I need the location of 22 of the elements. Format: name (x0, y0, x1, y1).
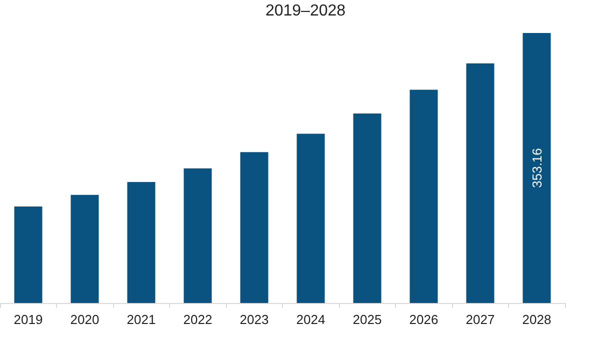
x-tick-label: 2022 (183, 312, 212, 327)
chart-title: 2019–2028 (265, 2, 346, 20)
bar (184, 168, 212, 303)
x-tick-label: 2026 (409, 312, 438, 327)
bar (296, 134, 325, 303)
bar (14, 206, 42, 303)
bar (353, 114, 382, 303)
x-tick-label: 2023 (240, 312, 269, 327)
x-tick-label: 2024 (296, 312, 326, 327)
bar (466, 63, 494, 303)
x-tick-label: 2025 (352, 312, 382, 327)
x-tick-label: 2027 (466, 312, 495, 327)
bar (70, 194, 99, 303)
x-tick-label: 2028 (522, 312, 552, 327)
bar (410, 90, 438, 303)
data-label: 353.16 (529, 148, 544, 188)
x-tick-label: 2019 (14, 312, 43, 327)
bar (240, 152, 268, 303)
bar (522, 33, 551, 303)
x-tick-label: 2020 (70, 312, 100, 327)
x-tick-label: 2021 (126, 312, 156, 327)
bar (127, 182, 156, 303)
